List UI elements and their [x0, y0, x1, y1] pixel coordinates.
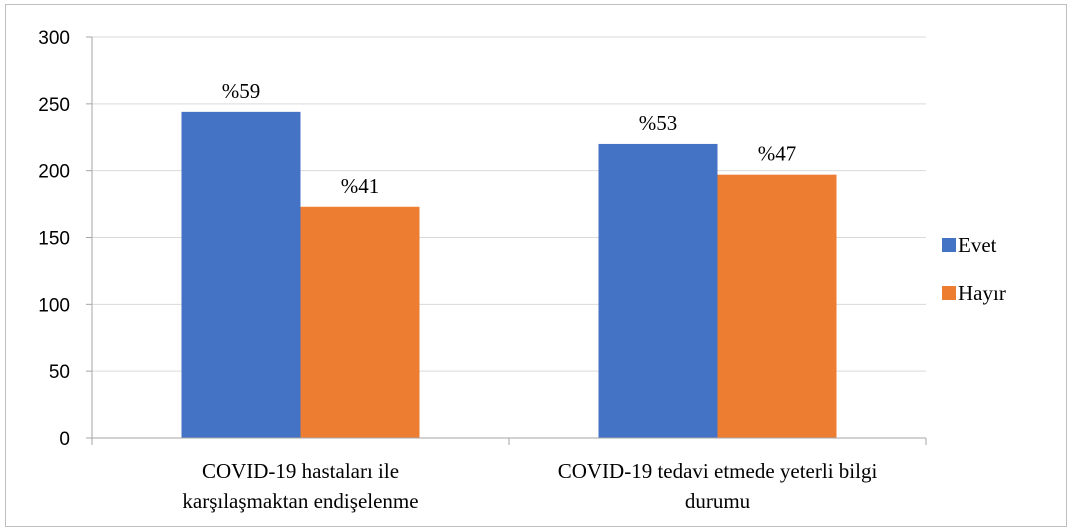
- data-label: %47: [758, 142, 797, 166]
- x-category-label: durumu: [685, 489, 751, 513]
- legend-label: Hayır: [958, 281, 1006, 305]
- legend: Evet Hayır: [942, 233, 1006, 305]
- legend-swatch-evet: [942, 238, 956, 252]
- bar-hayır: [717, 174, 837, 438]
- legend-label: Evet: [958, 233, 997, 257]
- y-tick-label: 200: [38, 162, 70, 183]
- data-label: %41: [341, 174, 380, 198]
- y-tick-label: 0: [59, 429, 70, 450]
- x-category-label: COVID-19 hastaları ile: [202, 459, 399, 483]
- x-category-label: COVID-19 tedavi etmede yeterli bilgi: [558, 459, 878, 483]
- data-label: %53: [639, 111, 678, 135]
- y-tick-label: 150: [38, 229, 70, 250]
- x-category-label: karşılaşmaktan endişelenme: [182, 489, 418, 513]
- labels: 0 50 100 150 200 250 300 %59 %41 COVID-19 hastala…: [38, 28, 877, 513]
- y-tick-label: 250: [38, 95, 70, 116]
- y-tick-label: 300: [38, 28, 70, 49]
- bar-evet: [598, 143, 718, 438]
- legend-swatch-hayır: [942, 286, 956, 300]
- bars: [181, 111, 837, 438]
- axes: [86, 36, 927, 445]
- y-tick-label: 100: [38, 295, 70, 316]
- bar-hayır: [300, 206, 420, 438]
- data-label: %59: [222, 79, 261, 103]
- y-tick-label: 50: [49, 362, 70, 383]
- bar-evet: [181, 111, 301, 438]
